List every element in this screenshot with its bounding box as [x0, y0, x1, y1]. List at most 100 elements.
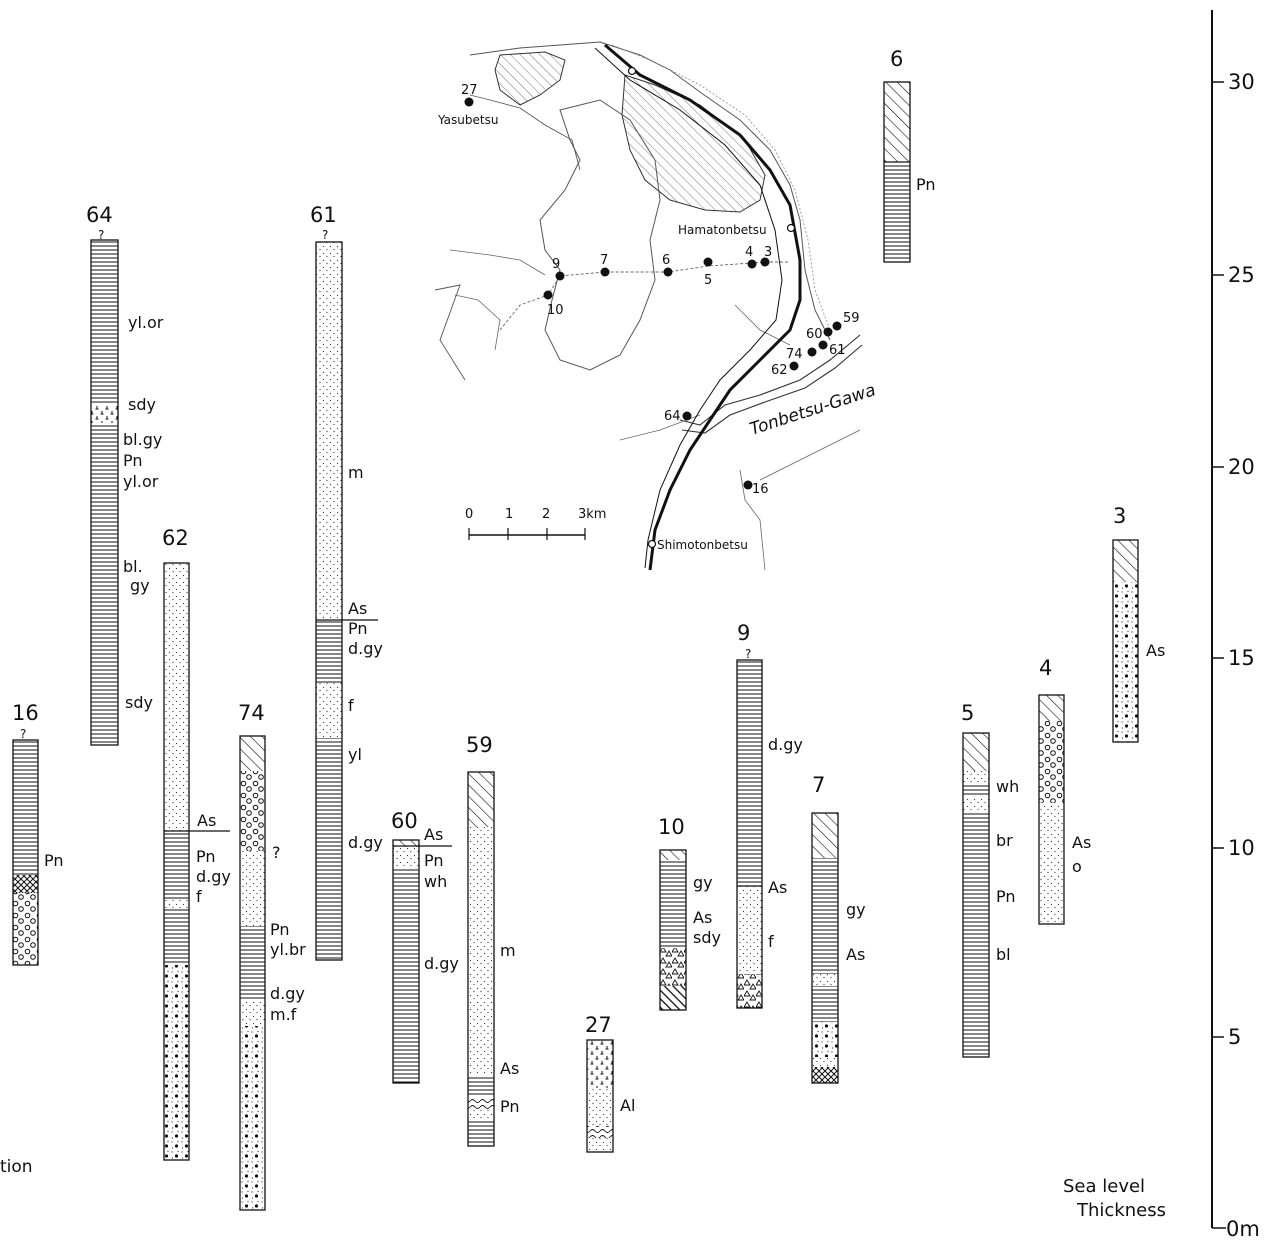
map-scale-bar [468, 528, 586, 540]
layer-label: yl [348, 745, 362, 764]
column-number: 64 [86, 203, 113, 227]
map-site-label: 4 [745, 245, 753, 260]
scale-ticks [1212, 81, 1226, 1229]
layer-label: f [768, 932, 774, 951]
map-site-label: 62 [771, 363, 788, 378]
layer-label: Pn [196, 847, 216, 866]
layer-label: bl. [123, 557, 143, 576]
map-site-label: 5 [704, 273, 712, 288]
column-number: 6 [890, 47, 903, 71]
map-site-label: 6 [662, 253, 670, 268]
layer-label: o [1072, 857, 1082, 876]
map-site-markers [464, 97, 842, 490]
column-number: 7 [812, 773, 825, 797]
scale-caption-sea-level: Sea level [1063, 1176, 1145, 1197]
layer-label: As [1146, 641, 1165, 660]
layer-label: d.gy [196, 867, 231, 886]
layer-label: Pn [996, 887, 1016, 906]
thickness-scale: 30 25 20 15 10 5 0m Sea level Thickness [1063, 10, 1260, 1241]
layer-label: ? [272, 843, 281, 862]
layer-label: Pn [424, 851, 444, 870]
column-top-query: ? [322, 228, 328, 242]
column-27: 27 Al [585, 1013, 635, 1153]
map-scale-label: 2 [542, 507, 550, 522]
map-scale-label: 3km [578, 507, 606, 522]
layer-label: yl.or [123, 472, 159, 491]
map-scale-label: 0 [465, 507, 473, 522]
layer-label: Pn [916, 175, 936, 194]
layer-label: d.gy [348, 833, 383, 852]
column-74: 74 ? Pn yl.br d.gy m.f [238, 701, 306, 1211]
map-place-yasubetsu: Yasubetsu [437, 113, 498, 127]
map-site-label: 59 [843, 311, 860, 326]
layer-label: Pn [44, 851, 64, 870]
layer-label: yl.br [270, 940, 306, 959]
scale-tick-label: 15 [1228, 646, 1255, 670]
layer-label: wh [996, 777, 1019, 796]
column-62: 62 As Pn d.gy f [162, 526, 231, 1161]
column-64: 64 ? yl.or sdy bl.gy Pn yl.or bl. gy sdy [86, 203, 164, 746]
layer-label: Pn [500, 1097, 520, 1116]
column-3: 3 As [1112, 504, 1165, 743]
map-site-label: 3 [764, 245, 772, 260]
layer-label: As [693, 908, 712, 927]
scale-tick-label: 20 [1228, 455, 1255, 479]
column-number: 61 [310, 203, 337, 227]
map-site-label: 7 [600, 253, 608, 268]
layer-label: gy [130, 576, 150, 595]
layer-label: m [500, 941, 516, 960]
column-number: 4 [1039, 656, 1052, 680]
scale-tick-label: 5 [1228, 1025, 1241, 1049]
map-site-label: 74 [786, 347, 803, 362]
column-16: 16 ? Pn [12, 701, 64, 966]
column-number: 16 [12, 701, 39, 725]
layer-label: Al [620, 1096, 635, 1115]
layer-label: wh [424, 872, 447, 891]
map-site-label: 61 [829, 343, 846, 358]
column-number: 9 [737, 621, 750, 645]
column-60: 60 As Pn wh d.gy [391, 809, 459, 1084]
column-10: 10 gy As sdy [658, 815, 721, 1011]
scale-tick-label: 25 [1228, 263, 1255, 287]
layer-label: bl [996, 945, 1011, 964]
map-site-label: 10 [547, 303, 564, 318]
layer-label: d.gy [270, 984, 305, 1003]
layer-label: gy [693, 873, 713, 892]
layer-label: Pn [270, 920, 290, 939]
layer-label: d.gy [768, 735, 803, 754]
layer-label: As [768, 878, 787, 897]
layer-label: As [424, 825, 443, 844]
map-site-label: 27 [461, 83, 478, 98]
layer-label: d.gy [348, 639, 383, 658]
map-place-hamatonbetsu: Hamatonbetsu [678, 223, 767, 237]
map-site-label: 9 [552, 257, 560, 272]
column-top-query: ? [98, 228, 104, 242]
layer-label: As [500, 1059, 519, 1078]
column-61: 61 ? m As Pn d.gy f yl d.gy [310, 203, 383, 961]
column-6: 6 Pn [883, 47, 936, 263]
column-number: 5 [961, 701, 974, 725]
column-9: 9 ? d.gy As f [736, 621, 803, 1009]
layer-label: m.f [270, 1005, 297, 1024]
layer-label: sdy [128, 395, 156, 414]
layer-label: m [348, 463, 364, 482]
column-number: 10 [658, 815, 685, 839]
map-site-label: 64 [664, 409, 681, 424]
layer-label: bl.gy [123, 430, 162, 449]
map-site-label: 60 [806, 327, 823, 342]
column-4: 4 As o [1038, 656, 1091, 925]
scale-caption-thickness: Thickness [1076, 1200, 1166, 1221]
column-number: 3 [1113, 504, 1126, 528]
layer-label: As [1072, 833, 1091, 852]
layer-label: As [348, 599, 367, 618]
location-map: 27 9 7 10 6 5 4 3 59 60 61 74 62 64 16 Y… [434, 41, 878, 571]
map-site-label: 16 [752, 482, 769, 497]
layer-label: As [846, 945, 865, 964]
layer-label: As [197, 811, 216, 830]
column-59: 59 m As Pn [466, 733, 520, 1147]
scale-tick-label: 10 [1228, 836, 1255, 860]
map-scale-label: 1 [505, 507, 513, 522]
layer-label: d.gy [424, 954, 459, 973]
column-number: 27 [585, 1013, 612, 1037]
